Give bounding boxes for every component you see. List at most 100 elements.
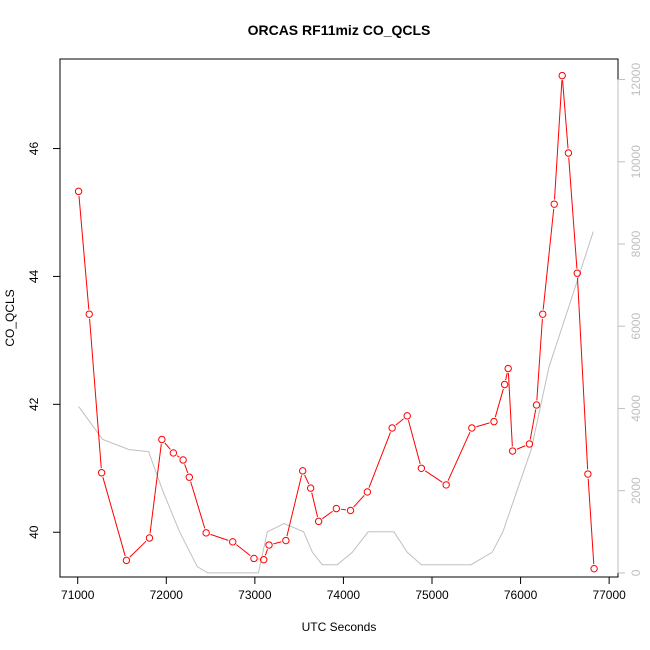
y-tick-label: 46: [27, 142, 41, 156]
series-segment: [494, 388, 504, 418]
series-segment: [353, 495, 365, 508]
secondary-y-axis: 0 2000 4000 6000 8000 10000 12000: [617, 63, 643, 576]
series-segment: [190, 481, 206, 529]
data-point: [282, 536, 290, 545]
plot-frame: [59, 58, 619, 578]
data-point: [265, 541, 273, 549]
y-axis-label: CO_QCLS: [3, 289, 17, 346]
data-point: [250, 554, 258, 563]
series-segment: [542, 208, 555, 310]
series-segment: [424, 470, 443, 483]
series-segment: [129, 540, 147, 558]
x-tick-label: 77000: [592, 588, 626, 602]
data-point: [179, 456, 187, 464]
data-point: [229, 538, 237, 546]
series-segment: [507, 373, 513, 447]
data-point: [145, 534, 154, 542]
series-line: [78, 231, 594, 574]
x-tick-label: 76000: [504, 588, 538, 602]
series-segment: [577, 277, 589, 470]
x-axis-label: UTC Seconds: [302, 620, 377, 634]
series-segment: [184, 464, 189, 474]
series-segment: [395, 418, 404, 426]
series-layer: [74, 71, 598, 574]
y2-tick-label: 10000: [629, 145, 643, 179]
y2-tick-label: 12000: [629, 63, 643, 97]
series-segment: [505, 372, 508, 381]
series-segment: [149, 444, 162, 534]
data-point: [500, 380, 509, 389]
series-segment: [476, 422, 490, 428]
data-point: [202, 529, 210, 537]
series-segment: [340, 508, 347, 511]
data-point: [260, 556, 268, 564]
series-primary: [74, 71, 598, 573]
series-segment: [286, 475, 303, 537]
y2-tick-label: 4000: [629, 395, 643, 422]
series-segment: [264, 549, 268, 556]
data-point: [298, 467, 307, 475]
data-point: [558, 71, 566, 80]
x-tick-label: 73000: [238, 588, 272, 602]
data-point: [306, 484, 315, 492]
data-point: [490, 417, 498, 426]
data-point: [525, 440, 534, 448]
data-point: [468, 424, 476, 432]
data-point: [417, 464, 426, 472]
data-point: [590, 564, 598, 573]
series-segment: [164, 442, 171, 450]
series-segment: [407, 420, 421, 464]
series-segment: [447, 431, 471, 481]
data-point: [388, 424, 396, 432]
y-axis: 40 42 44 46: [27, 142, 61, 539]
series-segment: [311, 492, 319, 518]
series-segment: [273, 541, 282, 545]
data-point: [504, 364, 512, 373]
x-tick-label: 75000: [415, 588, 449, 602]
data-point: [158, 435, 166, 444]
data-point: [122, 556, 131, 565]
series-segment: [210, 533, 229, 541]
data-point: [363, 488, 372, 496]
data-point: [403, 412, 411, 420]
series-segment: [322, 510, 333, 520]
data-point: [584, 470, 592, 478]
y-tick-label: 40: [27, 525, 41, 539]
x-tick-label: 74000: [327, 588, 361, 602]
data-point: [85, 310, 93, 318]
series-segment: [554, 80, 563, 200]
x-tick-label: 72000: [150, 588, 184, 602]
y2-tick-label: 8000: [629, 230, 643, 257]
data-point: [442, 481, 450, 489]
series-segment: [516, 445, 526, 450]
chart-title: ORCAS RF11miz CO_QCLS: [248, 22, 431, 38]
y2-tick-label: 2000: [629, 477, 643, 504]
series-segment: [89, 318, 102, 469]
data-point: [532, 401, 541, 409]
y2-tick-label: 6000: [629, 313, 643, 340]
data-point: [332, 504, 341, 513]
data-point: [564, 149, 573, 157]
series-segment: [562, 80, 569, 149]
y-tick-label: 42: [27, 397, 41, 411]
data-point: [314, 517, 323, 526]
series-segment: [102, 477, 126, 557]
series-segment: [78, 195, 90, 310]
series-segment: [529, 409, 537, 440]
x-tick-label: 71000: [61, 588, 95, 602]
data-point: [74, 187, 83, 196]
series-segment: [368, 432, 391, 488]
series-segment: [304, 474, 310, 485]
data-point: [550, 200, 558, 208]
data-point: [539, 310, 547, 318]
series-segment: [236, 544, 251, 557]
y2-tick-label: 0: [629, 569, 643, 576]
data-point: [573, 269, 581, 277]
series-segment: [568, 157, 578, 269]
data-point: [346, 506, 355, 515]
series-segment: [176, 455, 180, 458]
data-point: [185, 473, 194, 481]
series-secondary: [78, 231, 594, 574]
data-point: [97, 469, 106, 477]
